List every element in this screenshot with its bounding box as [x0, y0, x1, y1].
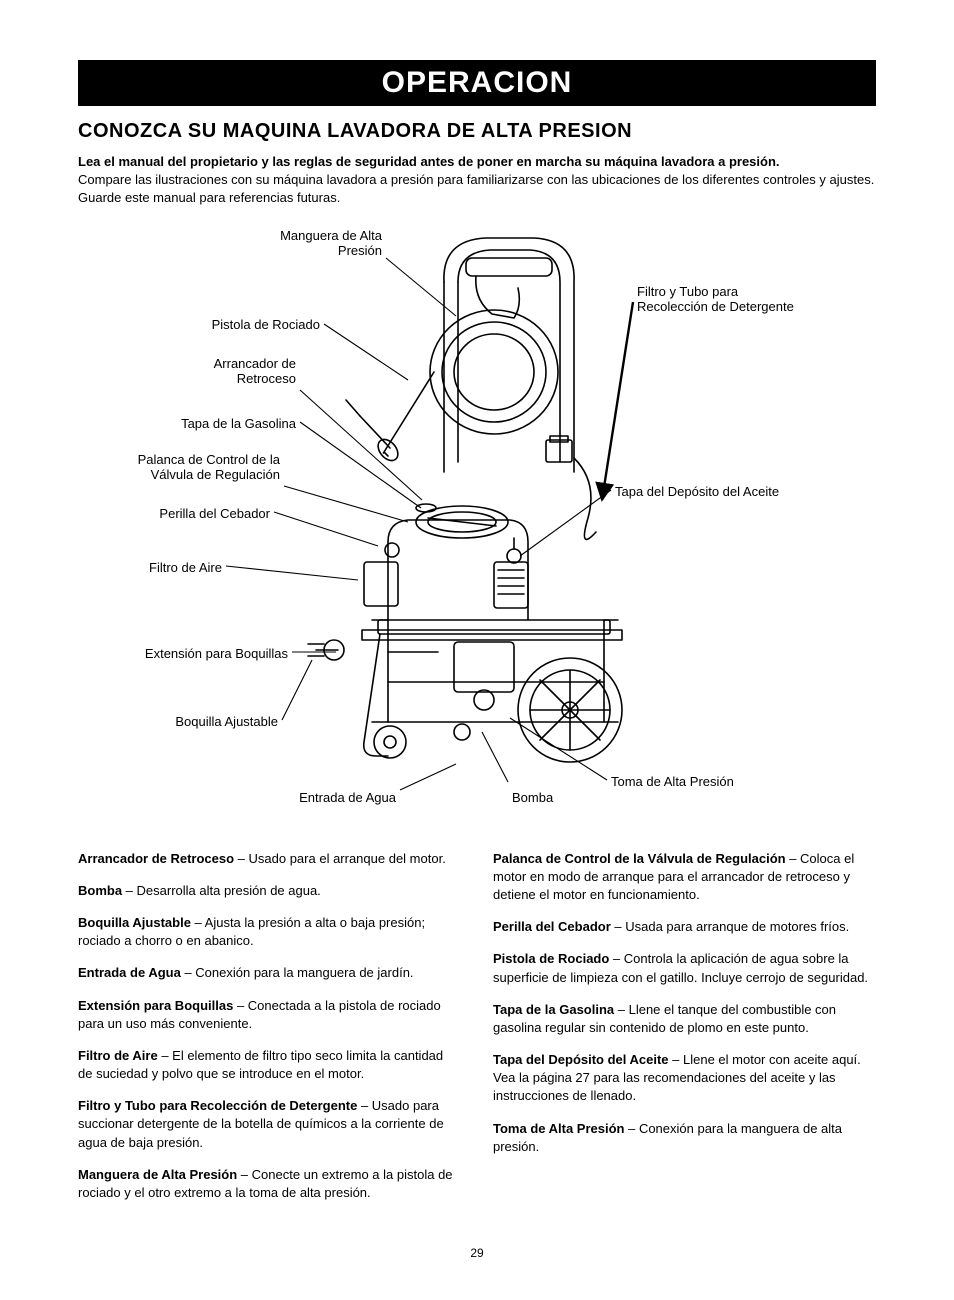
- definition-term: Manguera de Alta Presión: [78, 1167, 237, 1182]
- diagram-label: Bomba: [512, 790, 553, 806]
- intro-bold: Lea el manual del propietario y las regl…: [78, 153, 876, 171]
- definition-term: Perilla del Cebador: [493, 919, 611, 934]
- definition-item: Filtro y Tubo para Recolección de Deterg…: [78, 1097, 461, 1152]
- diagram-label: Filtro de Aire: [149, 560, 222, 576]
- diagram-label: Perilla del Cebador: [159, 506, 270, 522]
- diagram-label: Boquilla Ajustable: [175, 714, 278, 730]
- definition-item: Extensión para Boquillas – Conectada a l…: [78, 997, 461, 1033]
- diagram-label: Manguera de AltaPresión: [280, 228, 382, 259]
- definition-term: Extensión para Boquillas: [78, 998, 233, 1013]
- page-header-bar: OPERACION: [78, 60, 876, 106]
- diagram-label: Entrada de Agua: [299, 790, 396, 806]
- definition-item: Filtro de Aire – El elemento de filtro t…: [78, 1047, 461, 1083]
- intro-regular: Compare las ilustraciones con su máquina…: [78, 171, 876, 207]
- definition-item: Palanca de Control de la Válvula de Regu…: [493, 850, 876, 905]
- diagram-label: Pistola de Rociado: [212, 317, 320, 333]
- pressure-washer-diagram: Manguera de AltaPresión Pistola de Rociad…: [78, 222, 876, 822]
- definition-term: Bomba: [78, 883, 122, 898]
- definition-term: Filtro de Aire: [78, 1048, 158, 1063]
- diagram-label: Palanca de Control de laVálvula de Regul…: [138, 452, 280, 483]
- diagram-label: Tapa de la Gasolina: [181, 416, 296, 432]
- definition-term: Arrancador de Retroceso: [78, 851, 234, 866]
- definition-item: Manguera de Alta Presión – Conecte un ex…: [78, 1166, 461, 1202]
- page-number: 29: [78, 1246, 876, 1260]
- definition-term: Palanca de Control de la Válvula de Regu…: [493, 851, 786, 866]
- definition-item: Tapa de la Gasolina – Llene el tanque de…: [493, 1001, 876, 1037]
- definition-term: Filtro y Tubo para Recolección de Deterg…: [78, 1098, 357, 1113]
- diagram-label: Filtro y Tubo paraRecolección de Deterge…: [637, 284, 794, 315]
- section-title: CONOZCA SU MAQUINA LAVADORA DE ALTA PRES…: [78, 120, 876, 143]
- definition-item: Pistola de Rociado – Controla la aplicac…: [493, 950, 876, 986]
- definitions-right-column: Palanca de Control de la Válvula de Regu…: [493, 850, 876, 1217]
- definition-item: Tapa del Depósito del Aceite – Llene el …: [493, 1051, 876, 1106]
- diagram-label: Arrancador deRetroceso: [214, 356, 296, 387]
- definition-item: Perilla del Cebador – Usada para arranqu…: [493, 918, 876, 936]
- definitions-left-column: Arrancador de Retroceso – Usado para el …: [78, 850, 461, 1217]
- diagram-label: Extensión para Boquillas: [145, 646, 288, 662]
- definition-item: Entrada de Agua – Conexión para la mangu…: [78, 964, 461, 982]
- definitions-columns: Arrancador de Retroceso – Usado para el …: [78, 850, 876, 1217]
- definition-term: Pistola de Rociado: [493, 951, 609, 966]
- diagram-label: Tapa del Depósito del Aceite: [615, 484, 779, 500]
- definition-item: Bomba – Desarrolla alta presión de agua.: [78, 882, 461, 900]
- diagram-label: Toma de Alta Presión: [611, 774, 734, 790]
- definition-term: Tapa del Depósito del Aceite: [493, 1052, 669, 1067]
- definition-term: Boquilla Ajustable: [78, 915, 191, 930]
- definition-term: Entrada de Agua: [78, 965, 181, 980]
- definition-item: Arrancador de Retroceso – Usado para el …: [78, 850, 461, 868]
- definition-term: Tapa de la Gasolina: [493, 1002, 614, 1017]
- definition-item: Boquilla Ajustable – Ajusta la presión a…: [78, 914, 461, 950]
- definition-item: Toma de Alta Presión – Conexión para la …: [493, 1120, 876, 1156]
- definition-term: Toma de Alta Presión: [493, 1121, 624, 1136]
